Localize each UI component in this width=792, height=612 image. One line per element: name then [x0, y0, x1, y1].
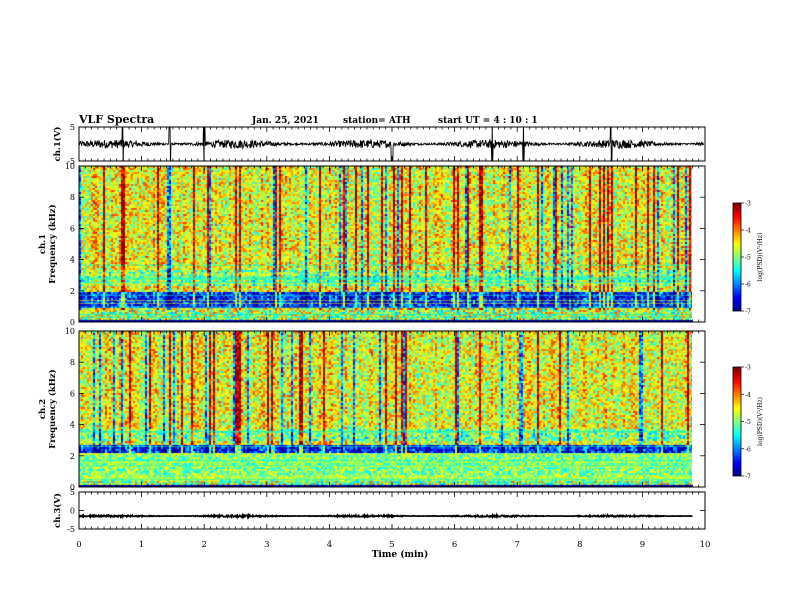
x-tick-label: 9	[640, 540, 645, 550]
time-axis: 0 1 2 3 4 5 6 7 8 9 10	[76, 540, 710, 550]
y-tick-label: -5	[67, 525, 75, 534]
y-tick-label: 2	[70, 452, 75, 461]
y-tick-label: 8	[70, 358, 75, 367]
colorbar-tick-label: -6	[745, 282, 751, 289]
y-tick-label: 6	[70, 224, 75, 233]
y-tick-label: 0	[70, 318, 75, 327]
x-tick-label: 0	[76, 540, 81, 550]
colorbar-tick-label: -3	[745, 201, 751, 208]
ch3-y-axis-label: ch.3(V)	[52, 493, 63, 528]
y-tick-label: 0	[70, 483, 75, 492]
y-tick-label: 10	[65, 327, 75, 336]
x-tick-label: 1	[139, 540, 144, 550]
ch1-y-axis-label: ch.1(V)	[52, 127, 63, 162]
ch1-frequency-label: ch.1Frequency (kHz)	[38, 204, 58, 283]
x-axis-label: Time (min)	[372, 549, 429, 560]
ch3-waveform-panel: 5 0 -5 ch.3(V)	[52, 488, 706, 534]
ch2-frequency-label: ch.2Frequency (kHz)	[38, 369, 58, 448]
ch3-waveform-frame	[78, 491, 706, 530]
colorbar-tick-label: -3	[745, 365, 751, 372]
colorbar-tick-label: -4	[745, 392, 751, 399]
x-tick-label: 6	[452, 540, 457, 550]
ch1-spectrogram-image	[79, 166, 692, 322]
x-tick-label: 8	[577, 540, 582, 550]
colorbar-gradient	[733, 367, 741, 476]
x-tick-label: 3	[264, 540, 269, 550]
ch2-colorbar: -3 -4 -5 -6 -7 log(PSD)(V²/Hz)	[732, 365, 764, 481]
y-tick-label: 8	[70, 193, 75, 202]
y-tick-label: 0	[70, 507, 75, 516]
colorbar-tick-label: -5	[745, 255, 751, 262]
y-tick-label: 6	[70, 389, 75, 398]
y-tick-label: 5	[70, 488, 75, 497]
y-tick-label: 5	[70, 123, 75, 132]
colorbar-tick-label: -7	[745, 474, 751, 481]
colorbar-label: log(PSD)(V²/Hz)	[757, 233, 764, 282]
ch2-spectrogram-image	[79, 331, 692, 487]
colorbar-gradient	[733, 203, 741, 311]
y-tick-label: 4	[70, 421, 75, 430]
colorbar-tick-label: -5	[745, 419, 751, 426]
date-label: Jan. 25, 2021	[251, 116, 319, 126]
y-tick-label: 10	[65, 162, 75, 171]
x-tick-label: 7	[514, 540, 519, 550]
y-tick-label: 4	[70, 256, 75, 265]
x-tick-label: 5	[389, 540, 394, 550]
station-label: station= ATH	[343, 116, 411, 126]
colorbar-tick-label: -7	[745, 309, 751, 316]
ch3-waveform-line	[79, 512, 693, 520]
ch1-waveform-line	[79, 127, 705, 161]
y-tick-label: -5	[67, 157, 75, 166]
ch1-spectrogram-panel: 0 2 4 6 8 10 ch.1Frequency (kHz)	[38, 162, 706, 327]
colorbar-tick-label: -4	[745, 228, 751, 235]
colorbar-label: log(PSD)(V²/Hz)	[757, 397, 764, 446]
figure-title: VLF Spectra	[78, 113, 154, 126]
x-tick-label: 10	[700, 540, 711, 550]
colorbar-tick-label: -6	[745, 446, 751, 453]
ch2-spectrogram-panel: 0 2 4 6 8 10 ch.2Frequency (kHz)	[38, 327, 706, 492]
x-tick-label: 4	[327, 540, 332, 550]
x-tick-label: 2	[201, 540, 206, 550]
ch1-colorbar: -3 -4 -5 -6 -7 log(PSD)(V²/Hz)	[732, 201, 764, 316]
ch1-waveform-panel: 5 -5 ch.1(V)	[52, 123, 706, 166]
start-ut-label: start UT = 4 : 10 : 1	[438, 116, 538, 126]
y-tick-label: 2	[70, 287, 75, 296]
